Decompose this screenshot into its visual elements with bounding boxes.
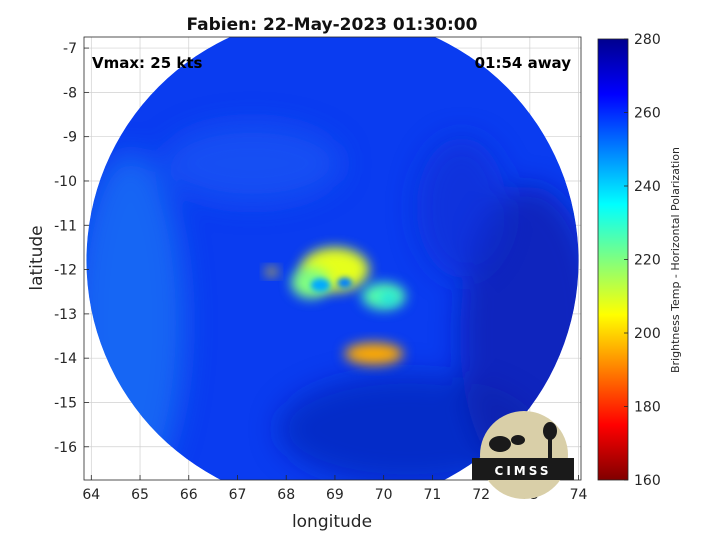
colorbar-tick-label: 200 [634,326,661,342]
colorbar-tick-label: 280 [634,32,661,48]
convection-cell [381,293,396,304]
y-axis-label: latitude [27,225,47,290]
x-tick-label: 74 [570,487,588,503]
chart-title: Fabien: 22-May-2023 01:30:00 [187,15,478,35]
y-tick-label: -16 [54,440,77,456]
y-tick-label: -7 [63,41,77,57]
convection-cell [310,278,331,292]
swath-south-band [278,374,539,480]
y-tick-label: -9 [63,130,77,146]
x-tick-label: 71 [423,487,441,503]
axes-frame [83,36,582,481]
x-tick-label: 67 [229,487,247,503]
colorbar-tick-label: 160 [634,473,661,489]
swath-north-streak [162,123,343,204]
convection-cell [337,277,352,289]
x-tick-label: 68 [277,487,295,503]
colorbar-tick-label: 180 [634,400,661,416]
colorbar-tick-label: 260 [634,106,661,122]
cimss-logo: CIMSS [472,411,574,499]
convection-features [265,247,406,365]
y-tick-label: -14 [54,351,77,367]
time-away-annotation: 01:54 away [475,54,572,72]
logo-text: CIMSS [495,464,552,478]
logo-band [472,458,574,480]
y-tick-label: -15 [54,395,77,411]
convection-cell [265,267,278,277]
swath-northeast-patch [416,137,507,278]
satellite-dish-icon-small [511,435,525,445]
colorbar-label: Brightness Temp - Horizontal Polarizatio… [669,147,682,373]
tower-icon [548,438,552,460]
vmax-annotation: Vmax: 25 kts [92,54,202,72]
colorbar-ticks: 280 260 240 220 200 180 160 [624,32,661,489]
x-tick-label: 66 [180,487,198,503]
y-tick-label: -13 [54,307,77,323]
y-tick-label: -12 [54,263,77,279]
satellite-dish-icon [489,436,511,452]
x-tick-label: 70 [375,487,393,503]
x-axis-label: longitude [292,512,372,532]
x-tick-label: 72 [472,487,490,503]
y-tick-label: -11 [54,218,77,234]
y-tick-label: -10 [54,174,77,190]
water-tower-icon [543,422,557,440]
x-tick-label: 64 [82,487,100,503]
y-axis-ticks: -7 -8 -9 -10 -11 -12 -13 -14 -15 -16 [54,41,89,456]
logo-disc [480,411,568,499]
colorbar-tick-label: 220 [634,253,661,269]
colorbar [597,38,629,481]
x-tick-label: 69 [326,487,344,503]
colorbar-tick-label: 240 [634,179,661,195]
y-tick-label: -8 [63,85,77,101]
x-tick-label: 65 [131,487,149,503]
convection-cell [344,342,404,365]
